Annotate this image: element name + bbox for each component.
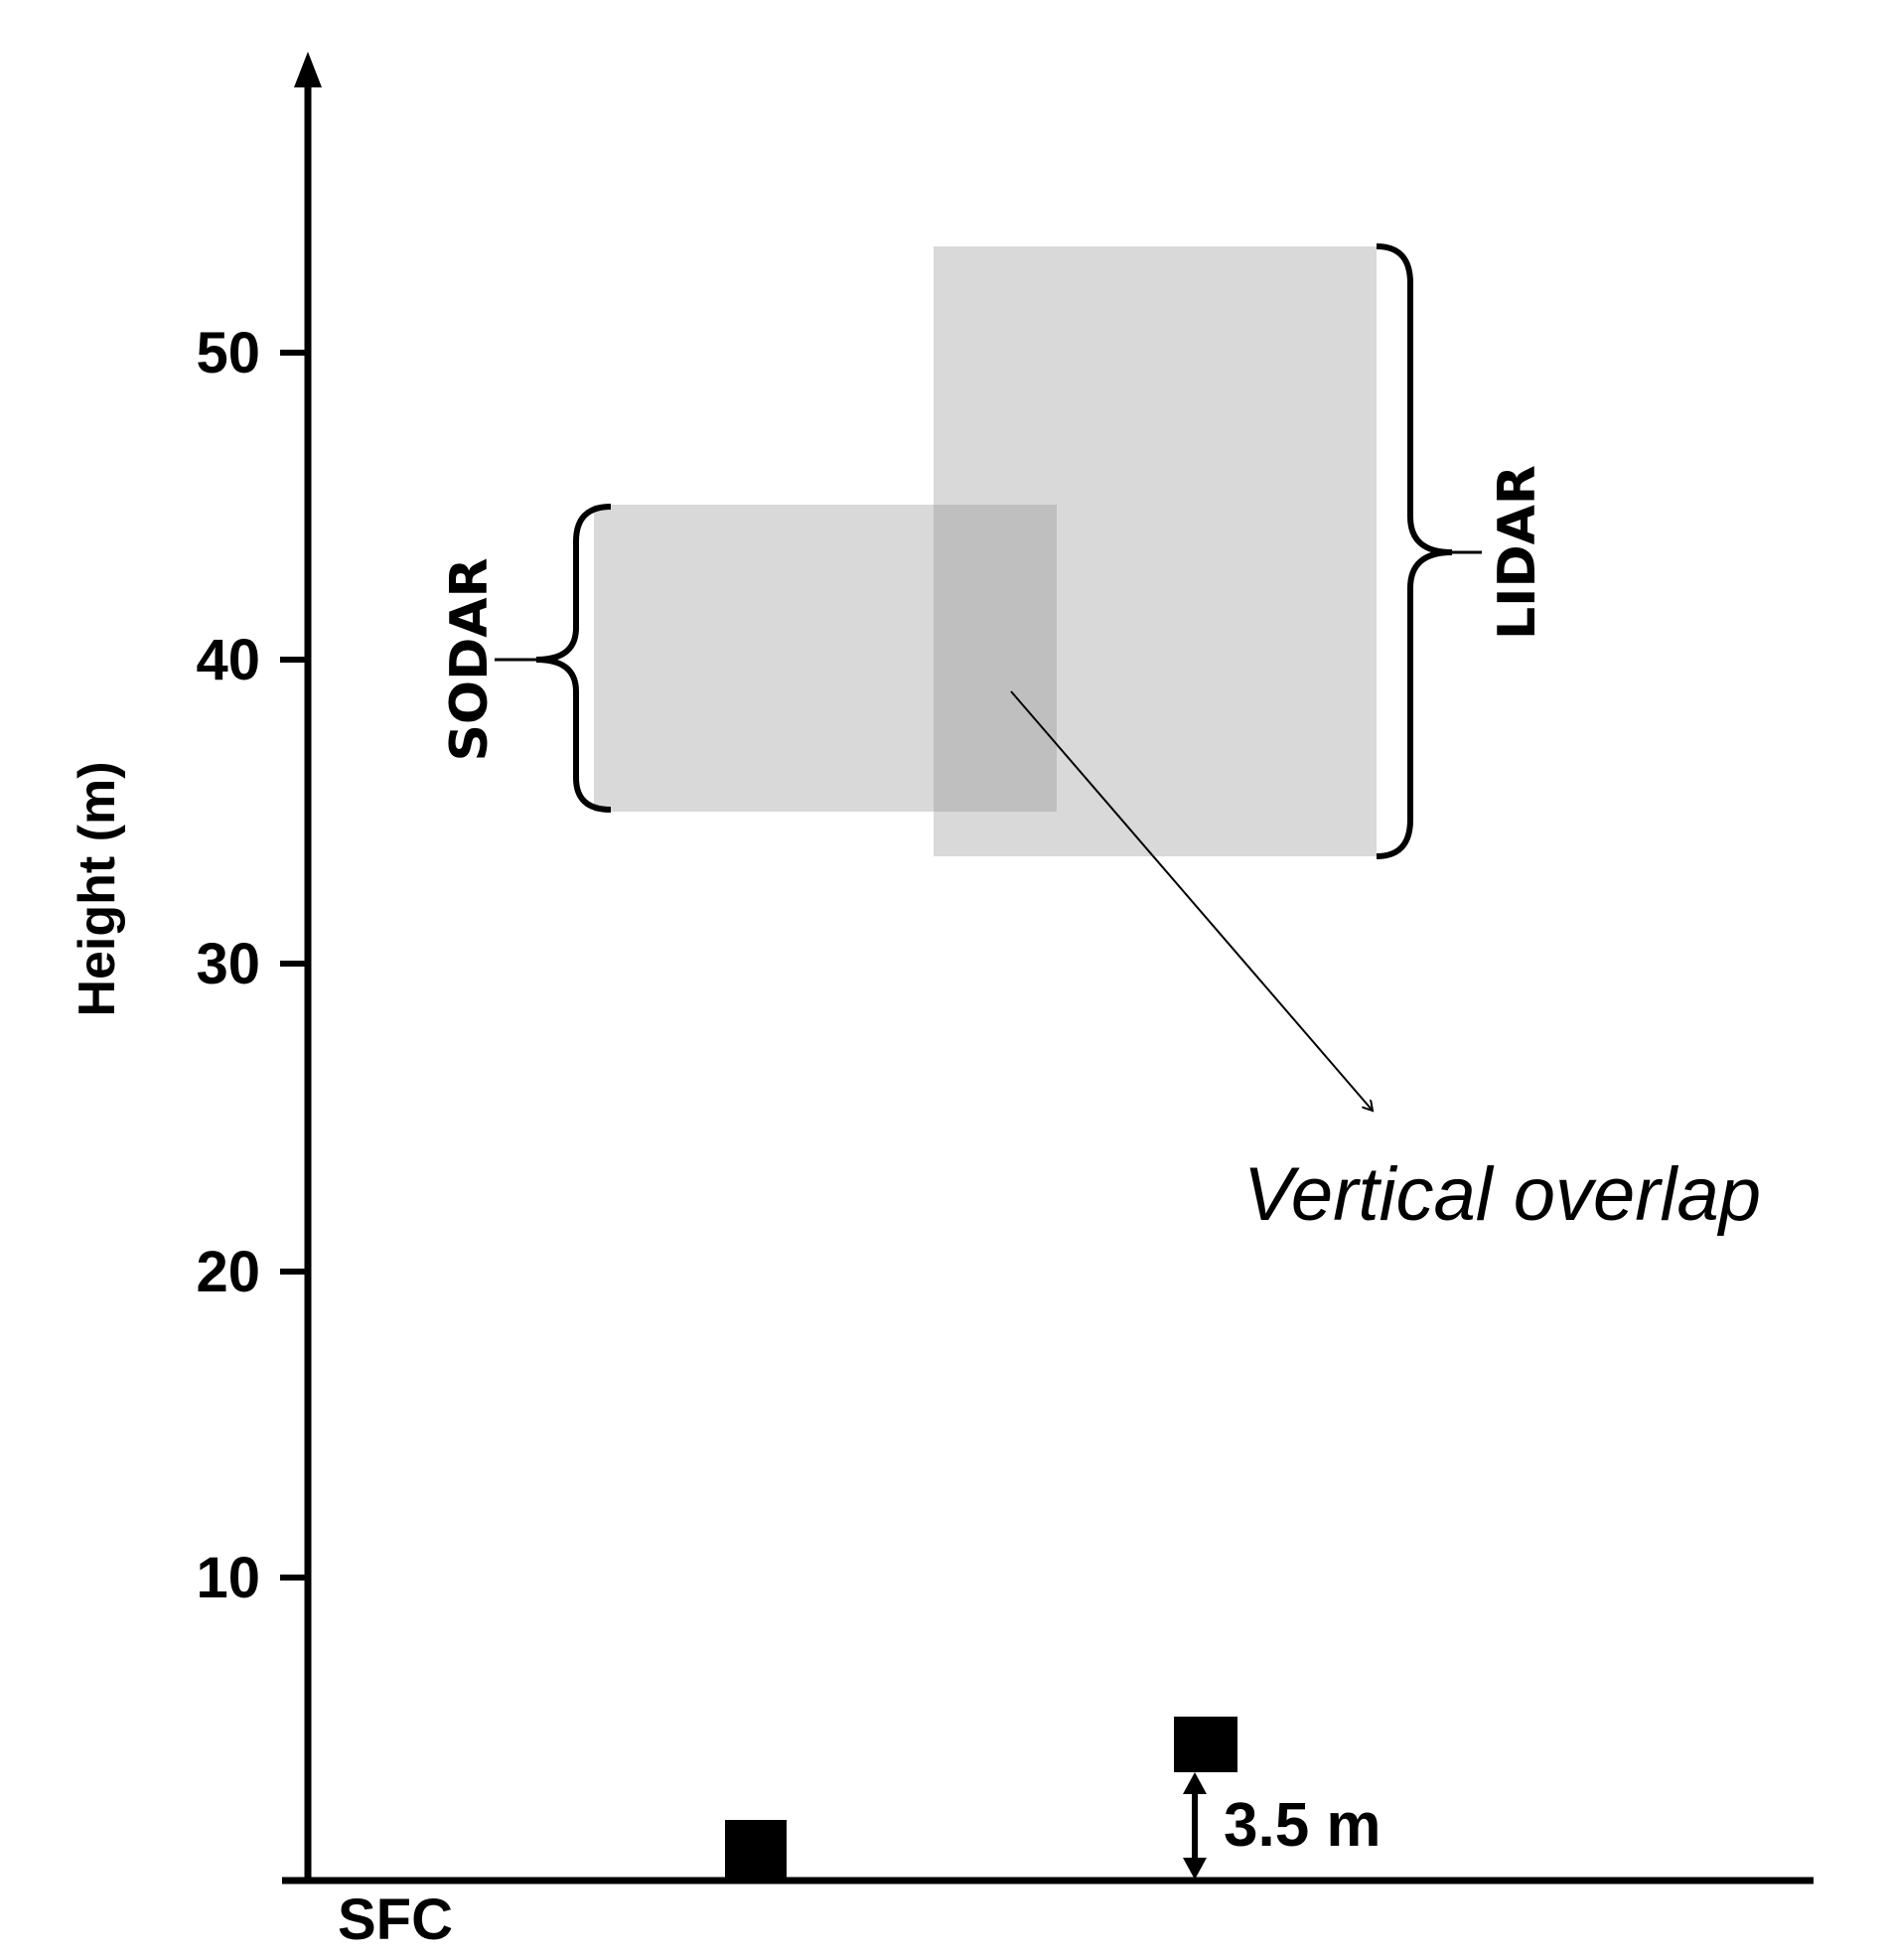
overlap-box xyxy=(934,505,1057,812)
tick-label-50: 50 xyxy=(196,321,260,385)
tick-label-20: 20 xyxy=(196,1240,260,1304)
surface-label: SFC xyxy=(338,1887,453,1952)
tick-label-40: 40 xyxy=(196,628,260,692)
y-axis-title: Height (m) xyxy=(69,761,126,1016)
overlap-label: Vertical overlap xyxy=(1243,1152,1761,1237)
lidar-brace xyxy=(1376,243,1453,859)
sodar-instrument-marker xyxy=(725,1820,787,1881)
lidar-instrument-marker xyxy=(1174,1717,1237,1772)
sodar-label: SODAR xyxy=(440,557,500,761)
tick-label-30: 30 xyxy=(196,932,260,996)
tick-label-10: 10 xyxy=(196,1546,260,1610)
offset-arrowhead-bottom xyxy=(1183,1858,1207,1880)
y-axis-arrowhead xyxy=(294,52,322,87)
overlap-pointer-arrow xyxy=(1010,690,1373,1111)
offset-label: 3.5 m xyxy=(1224,1791,1381,1860)
offset-arrowhead-top xyxy=(1183,1772,1207,1794)
lidar-label: LIDAR xyxy=(1488,465,1547,640)
